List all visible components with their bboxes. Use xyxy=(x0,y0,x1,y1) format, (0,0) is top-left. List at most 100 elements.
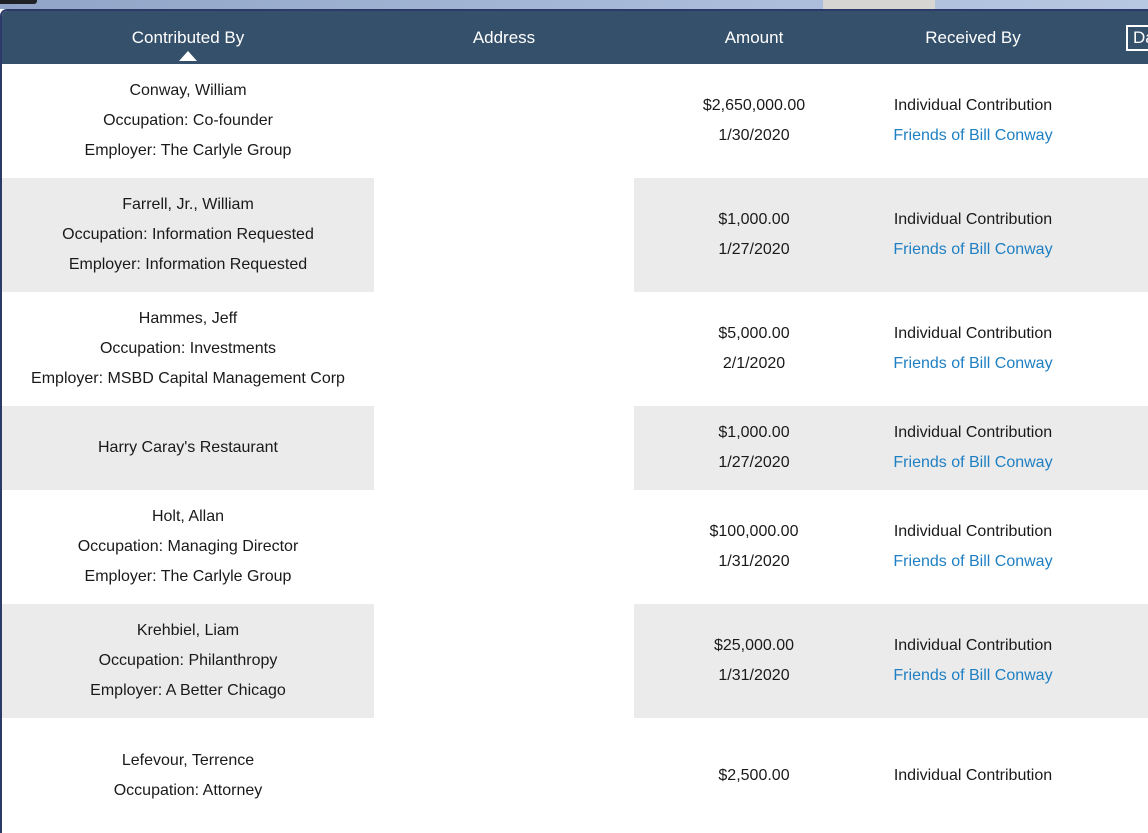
amount-value: $25,000.00 xyxy=(713,637,795,654)
table-row: Conway, William Occupation: Co-founder Emp… xyxy=(2,64,1148,178)
contributor-line: Employer: Information Requested xyxy=(68,256,308,273)
cell-date xyxy=(1072,604,1148,718)
cell-amount: $2,500.00 xyxy=(634,718,874,833)
cell-date xyxy=(1072,64,1148,178)
contribution-type: Individual Contribution xyxy=(893,766,1053,784)
cell-received-by: Individual Contribution Friends of Bill … xyxy=(874,490,1072,604)
table-row: Harry Caray's Restaurant $1,000.00 1/27/… xyxy=(2,406,1148,490)
contributions-table-container: Contributed By Address Amount Received B… xyxy=(0,9,1148,833)
cell-received-by: Individual Contribution Friends of Bill … xyxy=(874,64,1072,178)
table-body: Conway, William Occupation: Co-founder Emp… xyxy=(2,64,1148,833)
amount-value: $1,000.00 xyxy=(718,211,790,228)
column-header-amount[interactable]: Amount xyxy=(634,11,874,64)
amount-value: $1,000.00 xyxy=(718,424,790,441)
cell-amount: $1,000.00 1/27/2020 xyxy=(634,406,874,490)
contribution-type: Individual Contribution xyxy=(893,424,1053,441)
table-header-row: Contributed By Address Amount Received B… xyxy=(2,11,1148,64)
committee-link[interactable]: Friends of Bill Conway xyxy=(893,454,1053,471)
cell-address xyxy=(374,64,634,178)
cell-received-by: Individual Contribution Friends of Bill … xyxy=(874,178,1072,292)
contributor-line: Employer: A Better Chicago xyxy=(90,682,286,699)
contribution-type: Individual Contribution xyxy=(893,523,1053,540)
column-header-label: Received By xyxy=(925,27,1021,47)
contributor-line: Occupation: Managing Director xyxy=(77,538,299,555)
committee-link[interactable]: Friends of Bill Conway xyxy=(893,127,1053,144)
column-header-label: Amount xyxy=(724,27,784,47)
cell-address xyxy=(374,718,634,833)
contributor-line: Employer: The Carlyle Group xyxy=(84,142,292,159)
top-left-ui-fragment xyxy=(0,0,37,4)
table-row: Holt, Allan Occupation: Managing Director… xyxy=(2,490,1148,604)
contributor-line: Employer: MSBD Capital Management Corp xyxy=(31,370,345,387)
cell-contributed-by: Krehbiel, Liam Occupation: Philanthropy Em… xyxy=(2,604,374,718)
contributor-line: Harry Caray's Restaurant xyxy=(98,439,278,456)
cell-address xyxy=(374,490,634,604)
column-header-label-focused: Date xyxy=(1126,24,1148,51)
cell-address xyxy=(374,604,634,718)
cell-received-by: Individual Contribution Friends of Bill … xyxy=(874,406,1072,490)
committee-link[interactable]: Friends of Bill Conway xyxy=(893,553,1053,570)
column-header-address[interactable]: Address xyxy=(374,11,634,64)
column-header-date[interactable]: Date xyxy=(1072,11,1148,64)
contribution-date: 1/31/2020 xyxy=(718,667,790,684)
contribution-date: 1/30/2020 xyxy=(718,127,790,144)
cell-date xyxy=(1072,178,1148,292)
contribution-type: Individual Contribution xyxy=(893,211,1053,228)
contribution-type: Individual Contribution xyxy=(893,637,1053,654)
cell-date xyxy=(1072,718,1148,833)
horizontal-scrollbar-thumb[interactable] xyxy=(823,0,935,9)
contributor-line: Occupation: Philanthropy xyxy=(98,652,278,669)
cell-amount: $2,650,000.00 1/30/2020 xyxy=(634,64,874,178)
cell-address xyxy=(374,178,634,292)
contributor-line: Hammes, Jeff xyxy=(138,310,238,327)
column-header-contributed-by[interactable]: Contributed By xyxy=(2,11,374,64)
cell-contributed-by: Conway, William Occupation: Co-founder Emp… xyxy=(2,64,374,178)
cell-contributed-by: Holt, Allan Occupation: Managing Director… xyxy=(2,490,374,604)
contribution-date: 1/27/2020 xyxy=(718,454,790,471)
cell-contributed-by: Hammes, Jeff Occupation: Investments Emplo… xyxy=(2,292,374,406)
cell-date xyxy=(1072,292,1148,406)
contribution-date: 1/27/2020 xyxy=(718,241,790,258)
cell-amount: $1,000.00 1/27/2020 xyxy=(634,178,874,292)
table-row: Lefevour, Terrence Occupation: Attorney $… xyxy=(2,718,1148,833)
cell-address xyxy=(374,292,634,406)
cell-date xyxy=(1072,406,1148,490)
sort-ascending-icon xyxy=(179,51,197,61)
cell-amount: $25,000.00 1/31/2020 xyxy=(634,604,874,718)
amount-value: $5,000.00 xyxy=(718,325,790,342)
contribution-type: Individual Contribution xyxy=(893,325,1053,342)
contributor-line: Holt, Allan xyxy=(151,508,225,525)
contributor-line: Occupation: Attorney xyxy=(113,781,263,799)
committee-link[interactable]: Friends of Bill Conway xyxy=(893,241,1053,258)
table-row: Krehbiel, Liam Occupation: Philanthropy Em… xyxy=(2,604,1148,718)
contributor-line: Krehbiel, Liam xyxy=(136,622,240,639)
column-header-label: Contributed By xyxy=(131,27,245,47)
contributor-line: Employer: The Carlyle Group xyxy=(84,568,292,585)
contribution-date: 1/31/2020 xyxy=(718,553,790,570)
contributor-line: Lefevour, Terrence xyxy=(121,751,255,769)
contribution-date: 2/1/2020 xyxy=(722,355,786,372)
page-top-strip xyxy=(0,0,1148,9)
table-row: Hammes, Jeff Occupation: Investments Emplo… xyxy=(2,292,1148,406)
contributor-line: Occupation: Information Requested xyxy=(62,226,314,243)
amount-value: $100,000.00 xyxy=(709,523,799,540)
cell-contributed-by: Harry Caray's Restaurant xyxy=(2,406,374,490)
cell-contributed-by: Lefevour, Terrence Occupation: Attorney xyxy=(2,718,374,833)
cell-received-by: Individual Contribution Friends of Bill … xyxy=(874,292,1072,406)
cell-address xyxy=(374,406,634,490)
contributor-line: Farrell, Jr., William xyxy=(122,196,254,213)
cell-amount: $5,000.00 2/1/2020 xyxy=(634,292,874,406)
cell-received-by: Individual Contribution Friends of Bill … xyxy=(874,604,1072,718)
cell-contributed-by: Farrell, Jr., William Occupation: Informa… xyxy=(2,178,374,292)
amount-value: $2,650,000.00 xyxy=(702,97,806,114)
table-row: Farrell, Jr., William Occupation: Informa… xyxy=(2,178,1148,292)
contribution-type: Individual Contribution xyxy=(893,97,1053,114)
cell-received-by: Individual Contribution xyxy=(874,718,1072,833)
amount-value: $2,500.00 xyxy=(718,766,790,784)
committee-link[interactable]: Friends of Bill Conway xyxy=(893,667,1053,684)
cell-amount: $100,000.00 1/31/2020 xyxy=(634,490,874,604)
contributor-line: Conway, William xyxy=(129,82,247,99)
contributions-table: Contributed By Address Amount Received B… xyxy=(2,11,1148,833)
committee-link[interactable]: Friends of Bill Conway xyxy=(893,355,1053,372)
column-header-received-by[interactable]: Received By xyxy=(874,11,1072,64)
